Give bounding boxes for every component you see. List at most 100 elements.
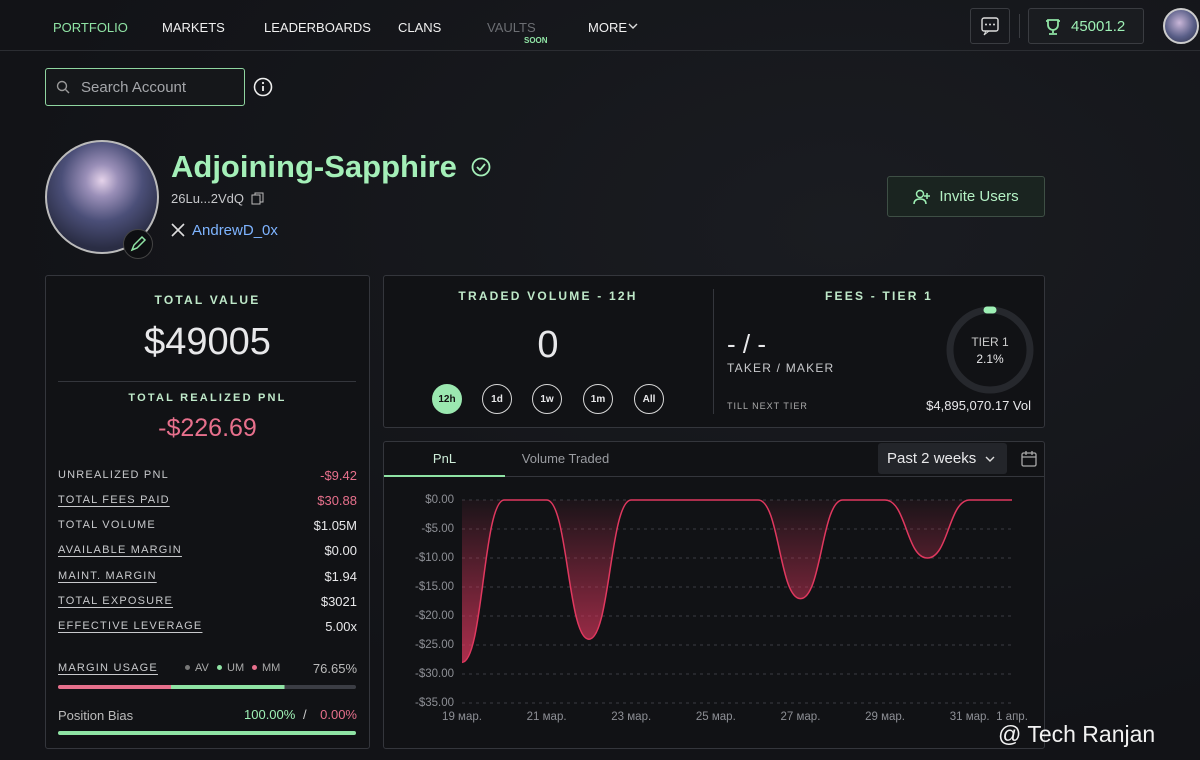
nav-item[interactable]: VAULTS: [487, 20, 536, 35]
legend-label: AV: [195, 662, 209, 674]
realized-pnl-label: TOTAL REALIZED PNL: [128, 392, 287, 404]
legend-dot: [217, 665, 222, 670]
stat-value: 5.00x: [325, 619, 357, 634]
stat-value: -$9.42: [320, 468, 357, 483]
legend-dot: [252, 665, 257, 670]
profile-name: Adjoining-Sapphire: [171, 149, 457, 184]
nav-item[interactable]: PORTFOLIO: [53, 20, 128, 35]
y-tick-label: $0.00: [425, 494, 454, 506]
nav-item[interactable]: MORE: [588, 20, 627, 35]
position-long: 100.00%: [244, 707, 296, 722]
stat-label[interactable]: TOTAL FEES PAID: [58, 494, 170, 506]
nav-item[interactable]: CLANS: [398, 20, 442, 35]
y-tick-label: -$10.00: [415, 552, 454, 564]
x-tick-label: 27 мар.: [781, 711, 821, 723]
watermark: @ Tech Ranjan: [998, 721, 1156, 747]
range-button[interactable]: All: [634, 384, 664, 414]
x-tick-label: 29 мар.: [865, 711, 905, 723]
tab-border: [384, 476, 1044, 477]
balance-button[interactable]: 45001.2: [1028, 8, 1144, 44]
traded-volume-label: TRADED VOLUME - 12H: [458, 289, 638, 303]
search-placeholder: Search Account: [81, 79, 187, 96]
calendar-icon[interactable]: [1020, 450, 1038, 468]
edit-avatar-button[interactable]: [123, 229, 153, 259]
stat-label[interactable]: TOTAL EXPOSURE: [58, 595, 174, 607]
search-icon: [56, 80, 70, 94]
stat-value: $3021: [320, 594, 357, 609]
x-tick-label: 25 мар.: [696, 711, 736, 723]
x-tick-label: 1 апр.: [996, 711, 1028, 723]
position-short: 0.00%: [320, 707, 357, 722]
search-input[interactable]: Search Account: [45, 68, 245, 106]
x-icon: [171, 223, 185, 237]
position-separator: /: [303, 707, 307, 722]
divider: [713, 289, 714, 414]
trophy-icon: [1046, 19, 1060, 35]
stat-value: $0.00: [324, 543, 357, 558]
range-button[interactable]: 1d: [482, 384, 512, 414]
nav-item[interactable]: LEADERBOARDS: [264, 20, 371, 35]
invite-label: Invite Users: [939, 188, 1019, 205]
fees-sub: TAKER / MAKER: [727, 361, 835, 375]
separator: [1019, 14, 1020, 38]
area-fill: [462, 500, 1012, 663]
nav-border: [0, 50, 1200, 51]
y-tick-label: -$20.00: [415, 610, 454, 622]
legend-label: UM: [227, 662, 245, 674]
x-tick-label: 21 мар.: [527, 711, 567, 723]
tab[interactable]: PnL: [432, 451, 457, 466]
divider: [58, 381, 356, 382]
info-icon[interactable]: [253, 77, 273, 97]
range-button[interactable]: 12h: [432, 384, 462, 414]
verified-icon: [471, 157, 491, 177]
legend-dot: [185, 665, 190, 670]
tier-percent: 2.1%: [976, 352, 1004, 366]
chart-panel: [383, 441, 1045, 749]
stat-value: $1.05M: [313, 518, 357, 533]
range-button[interactable]: 1w: [532, 384, 562, 414]
y-tick-label: -$5.00: [421, 523, 454, 535]
next-tier-value: $4,895,070.17 Vol: [926, 398, 1031, 413]
stat-label[interactable]: AVAILABLE MARGIN: [58, 544, 182, 556]
position-bias-label: Position Bias: [58, 708, 134, 723]
pnl-chart: $0.00 -$5.00 -$10.00 -$15.00 -$20.00 -$25.00 -…: [415, 494, 1028, 723]
stat-label[interactable]: MAINT. MARGIN: [58, 570, 157, 582]
wallet-address: 26Lu...2VdQ: [171, 191, 244, 206]
stat-value: $30.88: [317, 493, 357, 508]
x-tick-label: 19 мар.: [442, 711, 482, 723]
stat-label[interactable]: EFFECTIVE LEVERAGE: [58, 620, 203, 632]
y-tick-label: -$35.00: [415, 697, 454, 709]
period-label: Past 2 weeks: [887, 450, 977, 467]
period-select[interactable]: Past 2 weeks: [878, 443, 1007, 474]
margin-usage-value: 76.65%: [312, 661, 357, 676]
y-tick-label: -$30.00: [415, 668, 454, 680]
tab-underline: [384, 475, 505, 477]
tab[interactable]: Volume Traded: [521, 451, 610, 466]
stat-label: UNREALIZED PNL: [58, 469, 169, 481]
balance: 45001.2: [1071, 18, 1126, 35]
chevron-icon: [985, 456, 995, 462]
range-button[interactable]: 1m: [583, 384, 613, 414]
chat-button[interactable]: [970, 8, 1010, 44]
total-value-label: TOTAL VALUE: [154, 293, 261, 307]
stat-label: TOTAL VOLUME: [58, 519, 156, 531]
fees-value: - / -: [727, 329, 766, 359]
y-tick-label: -$15.00: [415, 581, 454, 593]
total-value: $49005: [144, 321, 271, 363]
stat-value: $1.94: [324, 569, 357, 584]
margin-usage-label[interactable]: MARGIN USAGE: [58, 662, 158, 674]
position-bar: [58, 731, 356, 735]
nav-item[interactable]: MARKETS: [162, 20, 225, 35]
tier-ring: [946, 306, 1034, 394]
legend-label: MM: [262, 662, 281, 674]
chat-icon: [981, 17, 999, 36]
copy-icon[interactable]: [251, 192, 264, 205]
x-tick-label: 31 мар.: [950, 711, 990, 723]
user-avatar[interactable]: [1163, 8, 1199, 44]
twitter-handle[interactable]: AndrewD_0x: [192, 222, 278, 239]
chevron-icon: [628, 23, 638, 29]
invite-button[interactable]: Invite Users: [887, 176, 1045, 217]
user-plus-icon: [913, 189, 931, 204]
account-panel: [45, 275, 370, 749]
